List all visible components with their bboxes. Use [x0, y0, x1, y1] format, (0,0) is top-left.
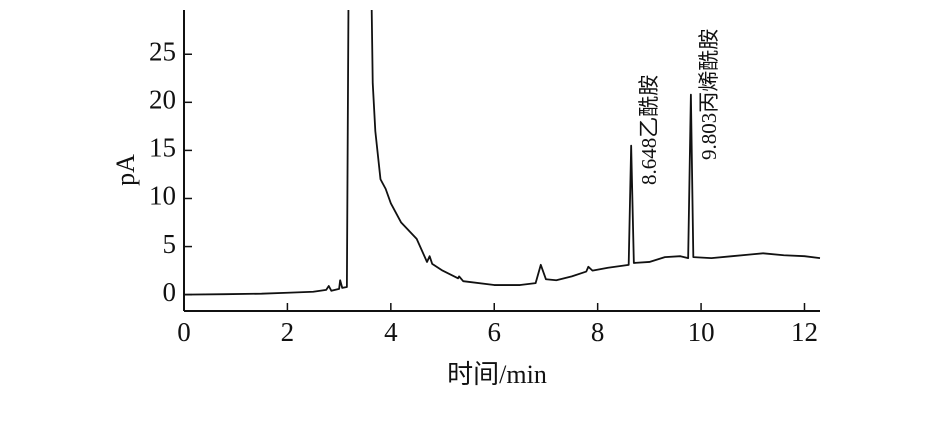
x-tick-label: 8 — [591, 317, 605, 347]
trace — [183, 9, 821, 296]
y-tick-label: 5 — [163, 229, 177, 259]
x-tick-label: 12 — [791, 317, 818, 347]
y-tick-label: 20 — [149, 85, 176, 115]
x-tick-label: 10 — [688, 317, 715, 347]
y-tick-label: 25 — [149, 36, 176, 66]
x-tick-label: 4 — [384, 317, 398, 347]
y-tick-label: 10 — [149, 181, 176, 211]
x-tick-label: 0 — [177, 317, 191, 347]
y-axis-label: pA — [111, 154, 140, 186]
y-tick-label: 15 — [149, 133, 176, 163]
peak-annotation: 8.648乙酰胺 — [637, 75, 661, 185]
x-axis-label: 时间/min — [447, 360, 547, 389]
x-tick-label: 2 — [281, 317, 295, 347]
y-tick-label: 0 — [163, 277, 177, 307]
x-tick-label: 6 — [487, 317, 501, 347]
peak-annotation: 9.803丙烯酰胺 — [697, 29, 721, 160]
